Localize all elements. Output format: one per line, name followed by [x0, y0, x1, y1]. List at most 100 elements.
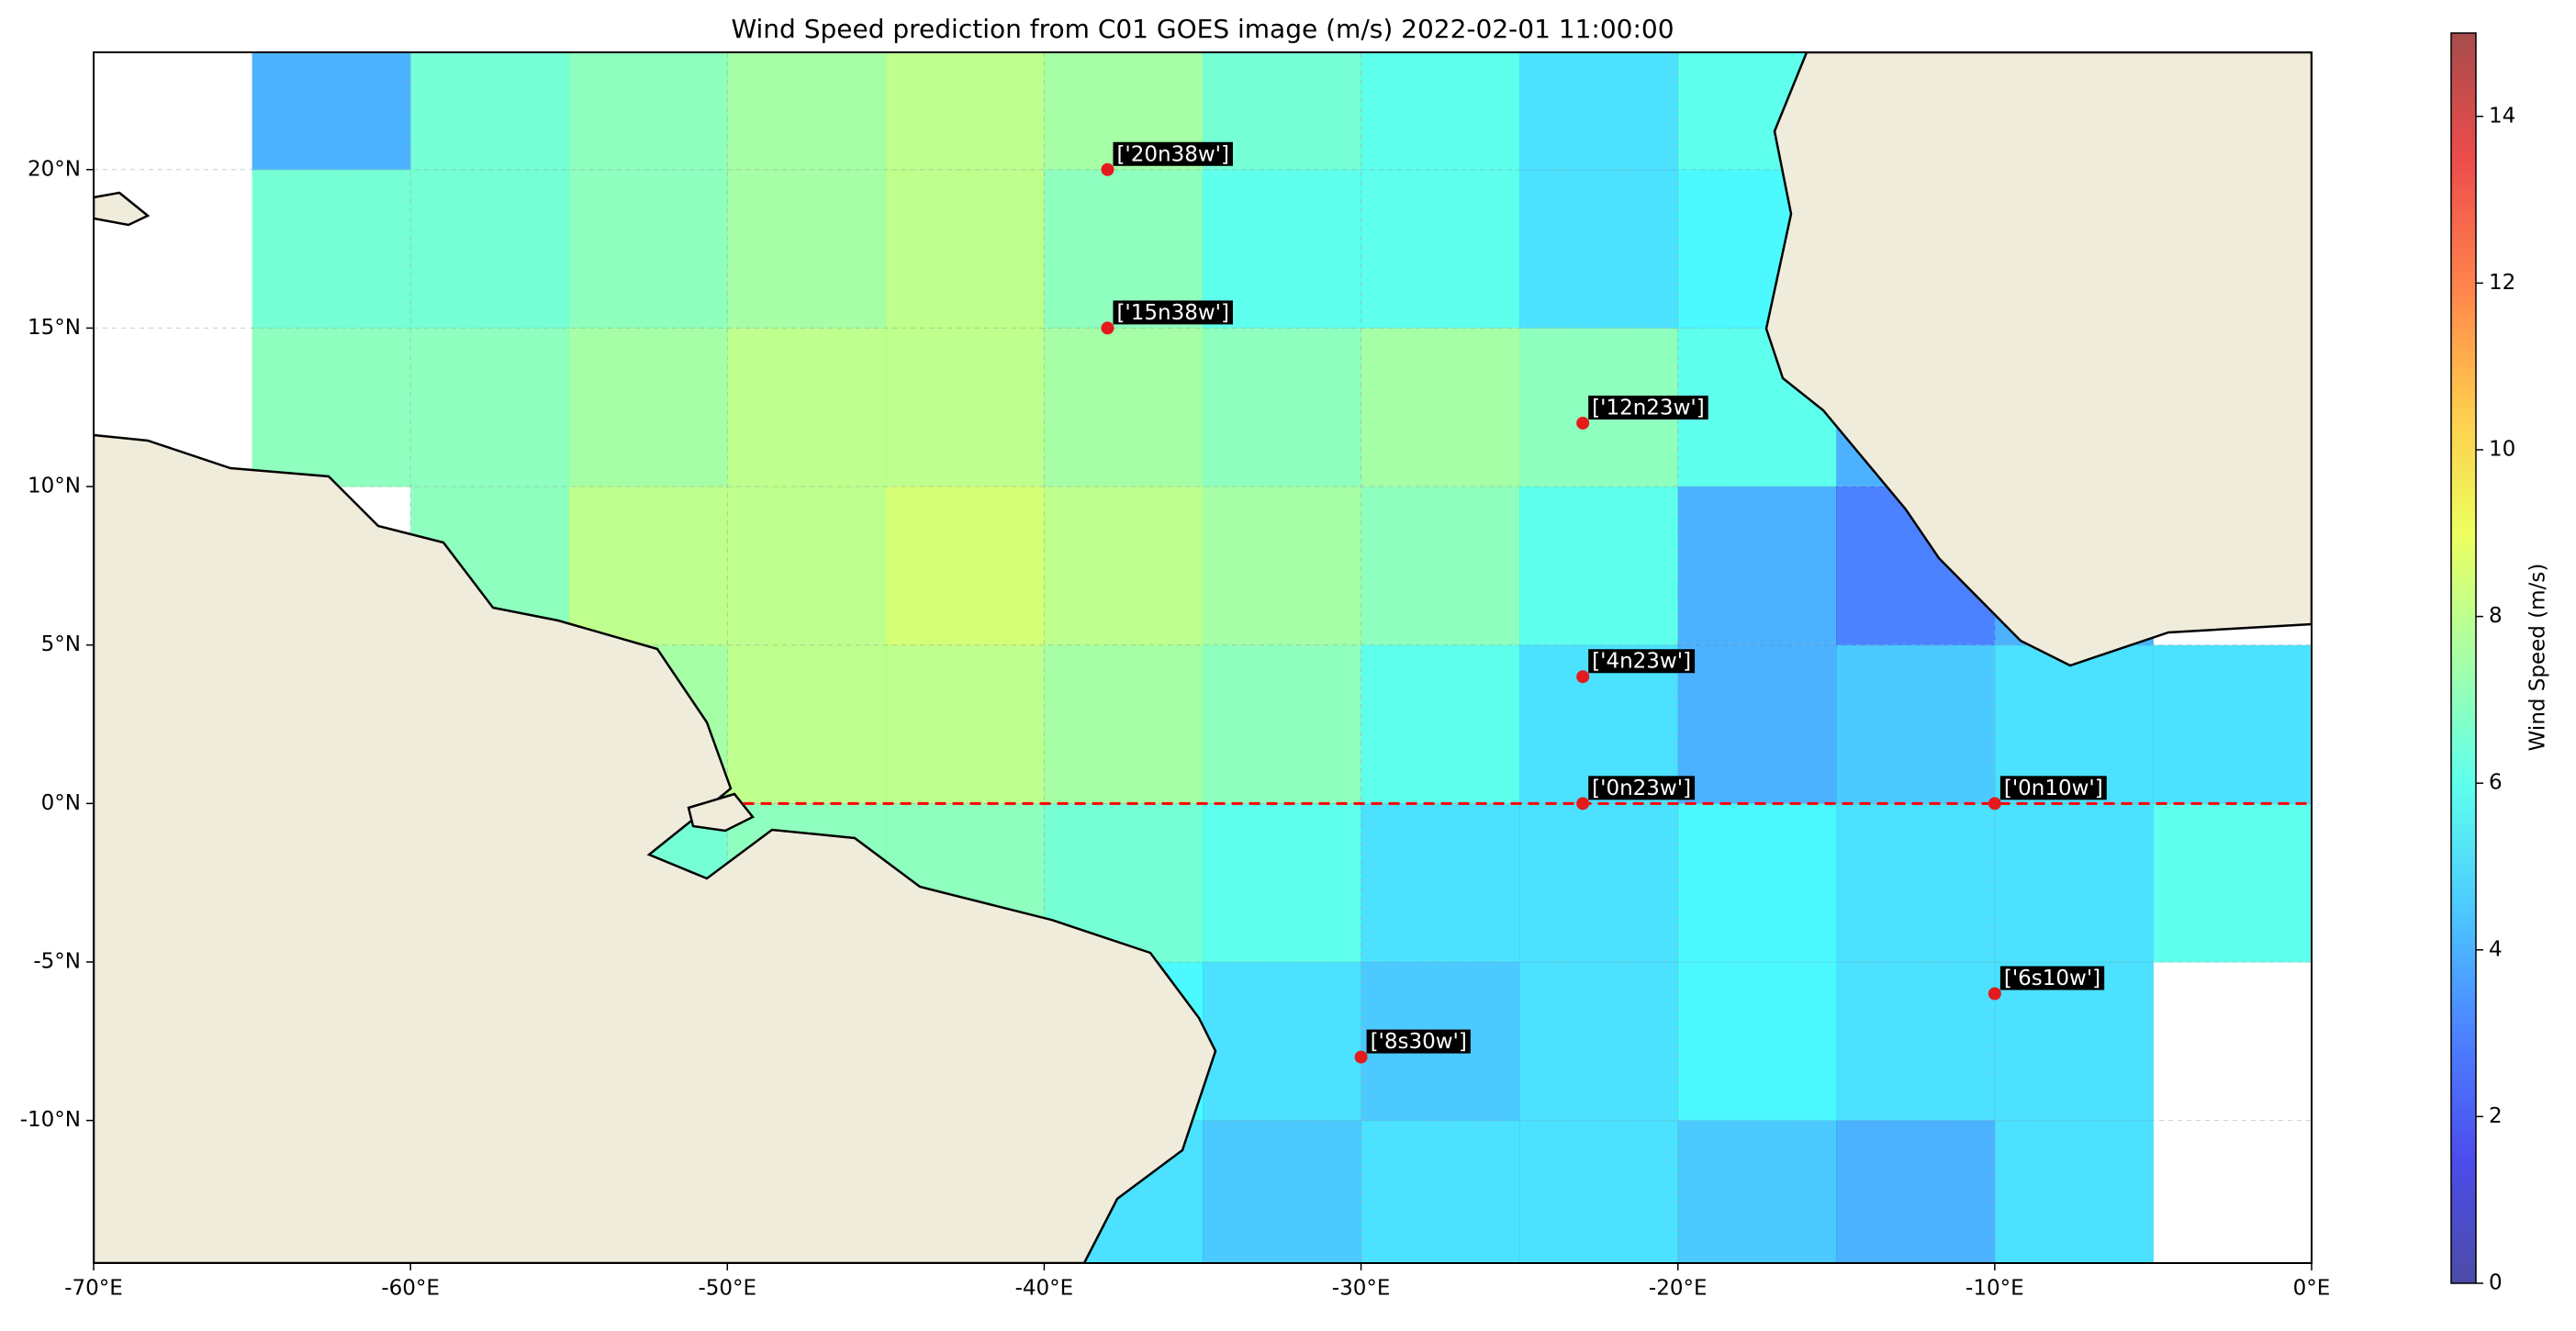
wind-cell	[1519, 52, 1679, 171]
y-tick-label: 20°N	[28, 157, 81, 181]
colorbar-tick-label: 4	[2489, 937, 2503, 961]
y-tick-label: -10°N	[20, 1108, 81, 1132]
station-point	[1101, 321, 1114, 335]
wind-cell	[2153, 644, 2312, 804]
wind-cell	[1361, 803, 1520, 963]
wind-cell	[1519, 487, 1679, 646]
x-tick-label: -10°E	[1966, 1277, 2024, 1301]
wind-cell	[1361, 169, 1520, 329]
colorbar	[2450, 32, 2477, 1284]
colorbar-tick-label: 6	[2489, 771, 2503, 795]
wind-cell	[1677, 487, 1837, 646]
station-label: ['15n38w']	[1116, 301, 1229, 325]
y-tick-label: -5°N	[33, 949, 81, 973]
wind-cell	[1836, 644, 1996, 804]
land-cuba	[94, 191, 151, 227]
wind-cell	[1519, 1120, 1679, 1263]
wind-cell	[1677, 803, 1837, 963]
chart-title: Wind Speed prediction from C01 GOES imag…	[731, 14, 1674, 44]
colorbar-tick-label: 12	[2489, 271, 2515, 295]
wind-cell	[885, 644, 1045, 804]
wind-cell	[410, 52, 570, 171]
wind-cell	[885, 328, 1045, 487]
y-tick-label: 5°N	[41, 632, 81, 656]
wind-cell	[568, 52, 728, 171]
station-label-bg	[1588, 649, 1696, 674]
wind-cell	[885, 169, 1045, 329]
y-tick-label: 0°N	[41, 791, 81, 815]
wind-cell	[410, 169, 570, 329]
land-island	[687, 792, 755, 833]
wind-cell	[252, 52, 411, 171]
station-point	[1101, 162, 1114, 176]
wind-cell	[1044, 644, 1204, 804]
land-south-america	[94, 433, 1217, 1263]
station-label-bg	[1588, 395, 1708, 419]
station-point	[1576, 416, 1590, 430]
wind-cell	[1203, 961, 1362, 1122]
wind-cell	[1836, 1120, 1996, 1263]
wind-cell	[410, 328, 570, 487]
wind-cell	[1519, 961, 1679, 1122]
wind-cell	[1203, 803, 1362, 963]
wind-cell	[727, 169, 887, 329]
station-label-bg	[1999, 776, 2107, 800]
station-label-bg	[1999, 966, 2105, 990]
wind-cell	[1994, 803, 2154, 963]
wind-cell	[727, 644, 887, 804]
station-label: ['0n10w']	[2004, 777, 2103, 800]
wind-cell	[2153, 803, 2312, 963]
land-africa	[1764, 52, 2312, 667]
wind-cell	[1519, 169, 1679, 329]
station-label: ['20n38w']	[1116, 142, 1229, 166]
station-label-bg	[1113, 300, 1233, 325]
x-tick-label: -30°E	[1332, 1277, 1391, 1301]
x-tick-label: -40°E	[1015, 1277, 1074, 1301]
wind-cell	[1203, 328, 1362, 487]
station-label: ['0n23w']	[1592, 777, 1691, 800]
wind-cell	[1677, 1120, 1837, 1263]
station-point	[1988, 987, 2001, 1001]
colorbar-label: Wind Speed (m/s)	[2526, 564, 2550, 752]
station-label-bg	[1366, 1029, 1471, 1054]
wind-cell	[885, 52, 1045, 171]
wind-cell	[252, 328, 411, 487]
y-tick-label: 15°N	[28, 316, 81, 340]
wind-cell	[1044, 487, 1204, 646]
colorbar-tick-label: 2	[2489, 1104, 2503, 1128]
wind-cell	[1044, 328, 1204, 487]
wind-cell	[1361, 52, 1520, 171]
wind-cell	[1677, 644, 1837, 804]
x-tick-label: 0°E	[2293, 1277, 2331, 1301]
wind-cell	[1519, 803, 1679, 963]
overlay: -70°E -60°E -50°E -40°E -30°E -20°E -10°E 0°E -1…	[20, 141, 2331, 1301]
wind-cell	[1361, 644, 1520, 804]
station-label: ['8s30w']	[1371, 1030, 1467, 1054]
wind-cell	[1836, 803, 1996, 963]
colorbar-tick-label: 8	[2489, 604, 2503, 628]
station-point	[1576, 670, 1590, 684]
x-tick-label: -20°E	[1649, 1277, 1708, 1301]
wind-cell	[885, 487, 1045, 646]
colorbar-tick-label: 0	[2489, 1271, 2503, 1295]
x-tick-label: -70°E	[64, 1277, 123, 1301]
colorbar-tick-label: 10	[2489, 438, 2515, 462]
wind-cell	[727, 52, 887, 171]
wind-cell	[1361, 487, 1520, 646]
wind-cell	[1203, 1120, 1362, 1263]
station-label-bg	[1113, 141, 1233, 166]
wind-cell	[1677, 961, 1837, 1122]
station-label: ['4n23w']	[1592, 650, 1691, 674]
wind-cell	[727, 487, 887, 646]
wind-cell	[1994, 1120, 2154, 1263]
station-point	[1354, 1050, 1368, 1064]
station-label-bg	[1588, 776, 1696, 800]
wind-cell	[568, 328, 728, 487]
wind-cell	[1836, 961, 1996, 1122]
wind-cell	[252, 169, 411, 329]
y-tick-label: 10°N	[28, 475, 81, 498]
wind-cell	[568, 169, 728, 329]
wind-cell	[1361, 328, 1520, 487]
